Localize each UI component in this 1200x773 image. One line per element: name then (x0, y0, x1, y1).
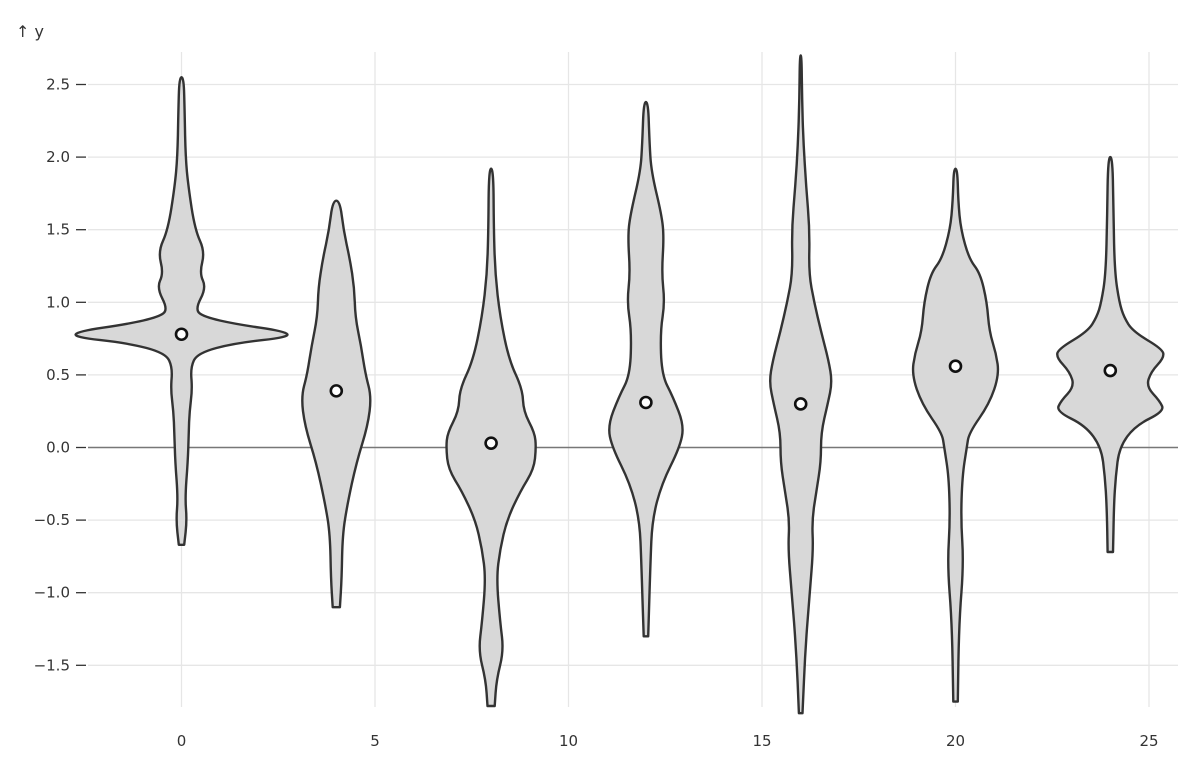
median-marker-0 (174, 327, 189, 342)
violin-12 (608, 100, 684, 638)
median-marker-16 (793, 397, 808, 411)
axes: 0 5 10 15 20 25 2.5 2.0 1.5 1.0 0.5 0.0 −0.5 −1.0 −1.5 (34, 76, 1178, 750)
violin-4 (301, 199, 372, 609)
y-tick-label: 1.0 (46, 293, 70, 311)
medians (174, 327, 1118, 450)
x-tick-label: 0 (177, 732, 187, 750)
median-marker-20 (948, 359, 963, 373)
violin-16 (769, 54, 833, 715)
median-marker-4 (329, 384, 344, 398)
violin-24 (1056, 155, 1165, 554)
y-tick-label: −0.5 (34, 511, 70, 529)
x-tick-label: 15 (752, 732, 771, 750)
y-tick-label: −1.5 (34, 656, 70, 674)
y-tick-label: 2.0 (46, 148, 70, 166)
y-tick-label: 0.0 (46, 439, 70, 457)
x-tick-label: 5 (370, 732, 380, 750)
y-axis-title: ↑ y (16, 22, 44, 41)
y-tick-label: 1.5 (46, 221, 70, 239)
violin-0 (74, 76, 289, 546)
violins (74, 54, 1165, 715)
violin-20 (911, 167, 1000, 703)
x-tick-label: 25 (1139, 732, 1158, 750)
x-tick-label: 10 (559, 732, 578, 750)
median-marker-12 (639, 395, 653, 410)
median-marker-24 (1103, 363, 1118, 378)
y-tick-label: 0.5 (46, 366, 70, 384)
x-tick-label: 20 (946, 732, 965, 750)
y-tick-label: 2.5 (46, 76, 70, 94)
median-marker-8 (484, 436, 498, 450)
y-tick-label: −1.0 (34, 584, 70, 602)
